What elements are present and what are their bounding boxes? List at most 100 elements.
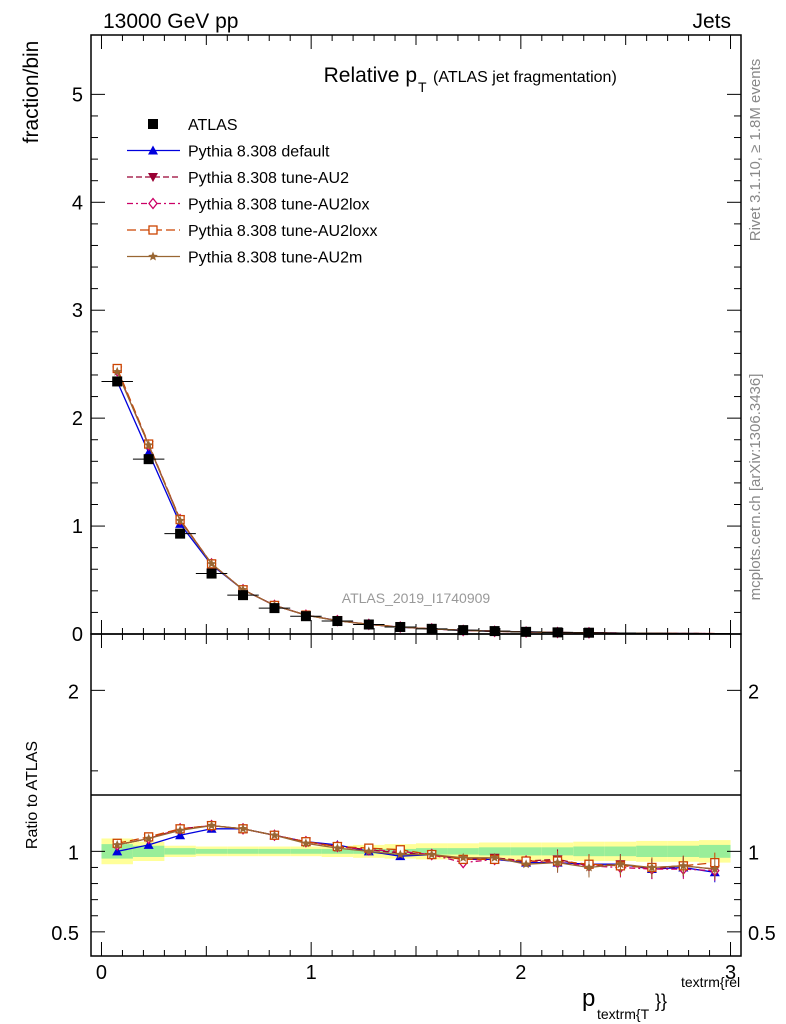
ratio-band-inner (667, 845, 700, 857)
ratio-ylabel: Ratio to ATLAS (24, 741, 41, 849)
xlabel-main: p (582, 985, 595, 1012)
analysis-watermark: ATLAS_2019_I1740909 (342, 590, 491, 606)
ratio-xtick-label: 2 (515, 962, 526, 984)
data-point (300, 611, 311, 622)
xlabel-superscript: textrm{rel (681, 974, 740, 990)
ratio-xtick-label: 0 (96, 962, 107, 984)
ratio-point (238, 823, 248, 833)
ratio-band-inner (573, 846, 605, 857)
ratio-point (427, 849, 437, 859)
ratio-point (269, 830, 280, 840)
legend-marker (148, 119, 158, 129)
legend: ATLAS Pythia 8.308 default Pythia 8.308 tu… (127, 117, 377, 267)
ratio-band-inner (290, 848, 322, 854)
ratio-band-inner (478, 847, 511, 856)
data-point (112, 366, 122, 376)
header-right: Jets (692, 10, 731, 33)
ratio-series-line (117, 824, 715, 870)
data-point (112, 376, 123, 387)
ratio-point (143, 833, 154, 843)
ratio-band-inner (636, 845, 668, 857)
main-panel: 0 1 2 3 4 5 Relative p T (ATLAS jet fragmenta… (72, 34, 742, 646)
legend-marker (148, 145, 158, 155)
legend-label: Pythia 8.308 tune-AU2lox (188, 197, 369, 214)
data-point (489, 626, 500, 637)
ratio-point (678, 860, 689, 870)
data-point (143, 454, 154, 465)
mcplots-label: mcplots.cern.ch [arXiv:1306.3436] (747, 374, 764, 601)
main-y-ticks: 0 1 2 3 4 5 (72, 35, 741, 646)
legend-marker (148, 225, 158, 235)
ratio-uncertainty-bands (101, 838, 731, 865)
ratio-data-marks (112, 819, 720, 883)
data-point (458, 625, 469, 636)
legend-label: Pythia 8.308 tune-AU2loxx (188, 223, 377, 240)
ratio-band-inner (604, 846, 637, 857)
data-point (332, 616, 343, 627)
legend-marker (148, 251, 158, 261)
ratio-point (458, 852, 468, 862)
data-point (143, 440, 154, 450)
ratio-band-inner (195, 848, 228, 854)
legend-label: Pythia 8.308 tune-AU2m (188, 250, 362, 267)
data-point (552, 627, 563, 638)
ratio-panel: 0.5 0.5 1 1 2 2 0 1 2 3 (51, 633, 776, 984)
main-ytick-label: 4 (72, 192, 83, 214)
ratio-band-inner (699, 844, 731, 858)
main-data-marks (101, 363, 731, 639)
data-point (583, 627, 594, 638)
ratio-axis-ticks: 0.5 0.5 1 1 2 2 0 1 2 3 (51, 634, 776, 984)
ratio-xtick-label: 1 (306, 962, 317, 984)
ratio-band-inner (227, 848, 259, 854)
header-left: 13000 GeV pp (103, 10, 238, 33)
ratio-ytick-label: 1 (68, 842, 79, 864)
data-point (269, 603, 280, 614)
ratio-series-line (117, 824, 715, 869)
data-point (395, 621, 406, 632)
ratio-band-inner (258, 848, 291, 854)
main-ytick-label: 3 (72, 300, 83, 322)
ratio-point (521, 859, 531, 869)
ratio-point (615, 859, 626, 869)
data-point (521, 626, 532, 637)
main-ytick-label: 0 (72, 624, 83, 646)
ratio-band-inner (164, 848, 196, 855)
data-point (426, 623, 437, 634)
ratio-point (647, 862, 657, 872)
data-point (175, 515, 185, 525)
main-ytick-label: 2 (72, 408, 83, 430)
x-axis-label: p textrm{T textrm{rel }} (582, 974, 740, 1022)
ratio-point (489, 852, 500, 862)
main-title-suffix: (ATLAS jet fragmentation) (433, 69, 617, 86)
ratio-point (175, 825, 185, 835)
ratio-point (395, 849, 405, 859)
ratio-point (552, 857, 563, 867)
data-point (363, 619, 374, 630)
legend-label: ATLAS (188, 117, 238, 134)
ratio-band-inner (132, 845, 165, 857)
ratio-point (206, 820, 217, 830)
ratio-ytick-label-right: 0.5 (748, 923, 776, 945)
ratio-ytick-label-right: 2 (748, 681, 759, 703)
main-title-subscript: T (418, 79, 427, 95)
legend-label: Pythia 8.308 tune-AU2 (188, 170, 349, 187)
legend-marker (148, 197, 158, 210)
rivet-label: Rivet 3.1.10, ≥ 1.8M events (747, 59, 764, 242)
ratio-band-inner (447, 848, 479, 855)
xlabel-subscript: textrm{T (597, 1006, 650, 1022)
data-point (175, 528, 186, 539)
ratio-ytick-label-right: 1 (748, 842, 759, 864)
xlabel-braces: }} (655, 991, 667, 1011)
main-ytick-label: 1 (72, 516, 83, 538)
ratio-xtick-label: 3 (725, 962, 736, 984)
main-ylabel: fraction/bin (20, 41, 43, 144)
ratio-point (332, 843, 343, 853)
ratio-ytick-label: 0.5 (51, 923, 79, 945)
ratio-point (584, 862, 594, 872)
legend-label: Pythia 8.308 default (188, 144, 330, 161)
main-title: Relative p (324, 64, 417, 87)
ratio-point (710, 864, 720, 874)
ratio-band-inner (510, 847, 542, 856)
ratio-point (364, 846, 374, 856)
